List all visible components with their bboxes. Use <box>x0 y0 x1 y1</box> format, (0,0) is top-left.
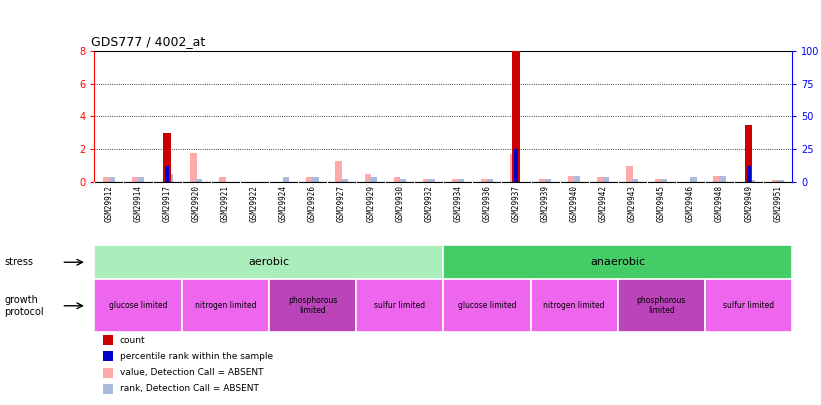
Bar <box>423 179 429 182</box>
Text: GSM29912: GSM29912 <box>104 185 113 222</box>
Text: phosphorous
limited: phosphorous limited <box>288 296 337 315</box>
Bar <box>452 179 458 182</box>
Text: rank, Detection Call = ABSENT: rank, Detection Call = ABSENT <box>120 384 259 393</box>
Bar <box>661 179 667 182</box>
Bar <box>530 279 618 332</box>
Text: GSM29930: GSM29930 <box>395 185 404 222</box>
Bar <box>746 166 750 182</box>
Bar <box>745 125 752 182</box>
Text: GSM29939: GSM29939 <box>540 185 549 222</box>
Bar <box>632 179 639 182</box>
Text: GSM29924: GSM29924 <box>279 185 288 222</box>
Bar <box>163 133 171 182</box>
Text: GSM29920: GSM29920 <box>191 185 200 222</box>
Text: anaerobic: anaerobic <box>590 257 645 267</box>
Text: GSM29946: GSM29946 <box>686 185 695 222</box>
Bar <box>103 177 109 182</box>
Bar <box>306 177 313 182</box>
Bar <box>512 51 520 182</box>
Text: GSM29917: GSM29917 <box>163 185 172 222</box>
Bar <box>545 179 551 182</box>
Bar <box>705 279 792 332</box>
Bar <box>365 174 371 182</box>
Text: GSM29945: GSM29945 <box>657 185 666 222</box>
Bar <box>655 179 662 182</box>
Bar <box>283 177 290 182</box>
Bar <box>481 179 488 182</box>
Text: GSM29940: GSM29940 <box>570 185 579 222</box>
Text: GSM29927: GSM29927 <box>337 185 346 222</box>
Text: sulfur limited: sulfur limited <box>723 301 774 310</box>
Text: growth
protocol: growth protocol <box>4 295 44 317</box>
Bar <box>94 279 181 332</box>
Bar <box>568 176 575 182</box>
Bar <box>132 177 139 182</box>
Bar <box>443 245 792 279</box>
Bar <box>181 279 269 332</box>
Bar <box>138 177 144 182</box>
Bar <box>772 180 778 182</box>
Bar <box>393 177 400 182</box>
Text: phosphorous
limited: phosphorous limited <box>637 296 686 315</box>
Bar <box>626 166 633 182</box>
Bar <box>510 154 516 182</box>
Bar <box>719 177 726 182</box>
Bar <box>219 177 226 182</box>
Bar <box>603 177 609 182</box>
Bar <box>617 279 705 332</box>
Text: GSM29922: GSM29922 <box>250 185 259 222</box>
Bar <box>539 179 545 182</box>
Bar <box>443 279 530 332</box>
Bar <box>196 179 202 182</box>
Text: GSM29926: GSM29926 <box>308 185 317 222</box>
Bar <box>108 177 115 182</box>
Text: GSM29949: GSM29949 <box>744 185 753 222</box>
Text: glucose limited: glucose limited <box>457 301 516 310</box>
Text: percentile rank within the sample: percentile rank within the sample <box>120 352 273 361</box>
Text: nitrogen limited: nitrogen limited <box>544 301 605 310</box>
Text: GSM29936: GSM29936 <box>483 185 492 222</box>
Text: glucose limited: glucose limited <box>108 301 167 310</box>
Text: GSM29914: GSM29914 <box>134 185 143 222</box>
Bar <box>574 177 580 182</box>
Bar <box>312 177 319 182</box>
Text: GSM29943: GSM29943 <box>628 185 637 222</box>
Text: GSM29948: GSM29948 <box>715 185 724 222</box>
Bar <box>399 179 406 182</box>
Bar <box>269 279 356 332</box>
Text: GSM29934: GSM29934 <box>453 185 462 222</box>
Text: value, Detection Call = ABSENT: value, Detection Call = ABSENT <box>120 368 264 377</box>
Text: GSM29929: GSM29929 <box>366 185 375 222</box>
Bar <box>514 149 518 182</box>
Text: GDS777 / 4002_at: GDS777 / 4002_at <box>91 35 205 48</box>
Text: GSM29932: GSM29932 <box>424 185 433 222</box>
Bar <box>342 179 347 182</box>
Bar <box>748 180 754 182</box>
Bar <box>690 177 696 182</box>
Bar <box>487 179 493 182</box>
Text: GSM29937: GSM29937 <box>511 185 521 222</box>
Bar <box>370 177 377 182</box>
Bar <box>713 176 720 182</box>
Bar <box>429 179 435 182</box>
Bar <box>336 161 342 182</box>
Text: GSM29942: GSM29942 <box>599 185 608 222</box>
Text: sulfur limited: sulfur limited <box>374 301 425 310</box>
Bar <box>597 177 603 182</box>
Bar <box>356 279 443 332</box>
Bar <box>167 174 173 182</box>
Bar <box>777 180 784 182</box>
Text: GSM29921: GSM29921 <box>221 185 230 222</box>
Text: nitrogen limited: nitrogen limited <box>195 301 256 310</box>
Text: GSM29951: GSM29951 <box>773 185 782 222</box>
Text: aerobic: aerobic <box>248 257 290 267</box>
Text: stress: stress <box>4 257 33 267</box>
Bar <box>190 153 196 182</box>
Bar <box>457 179 464 182</box>
Text: count: count <box>120 336 145 345</box>
Bar <box>165 166 169 182</box>
Bar <box>94 245 443 279</box>
